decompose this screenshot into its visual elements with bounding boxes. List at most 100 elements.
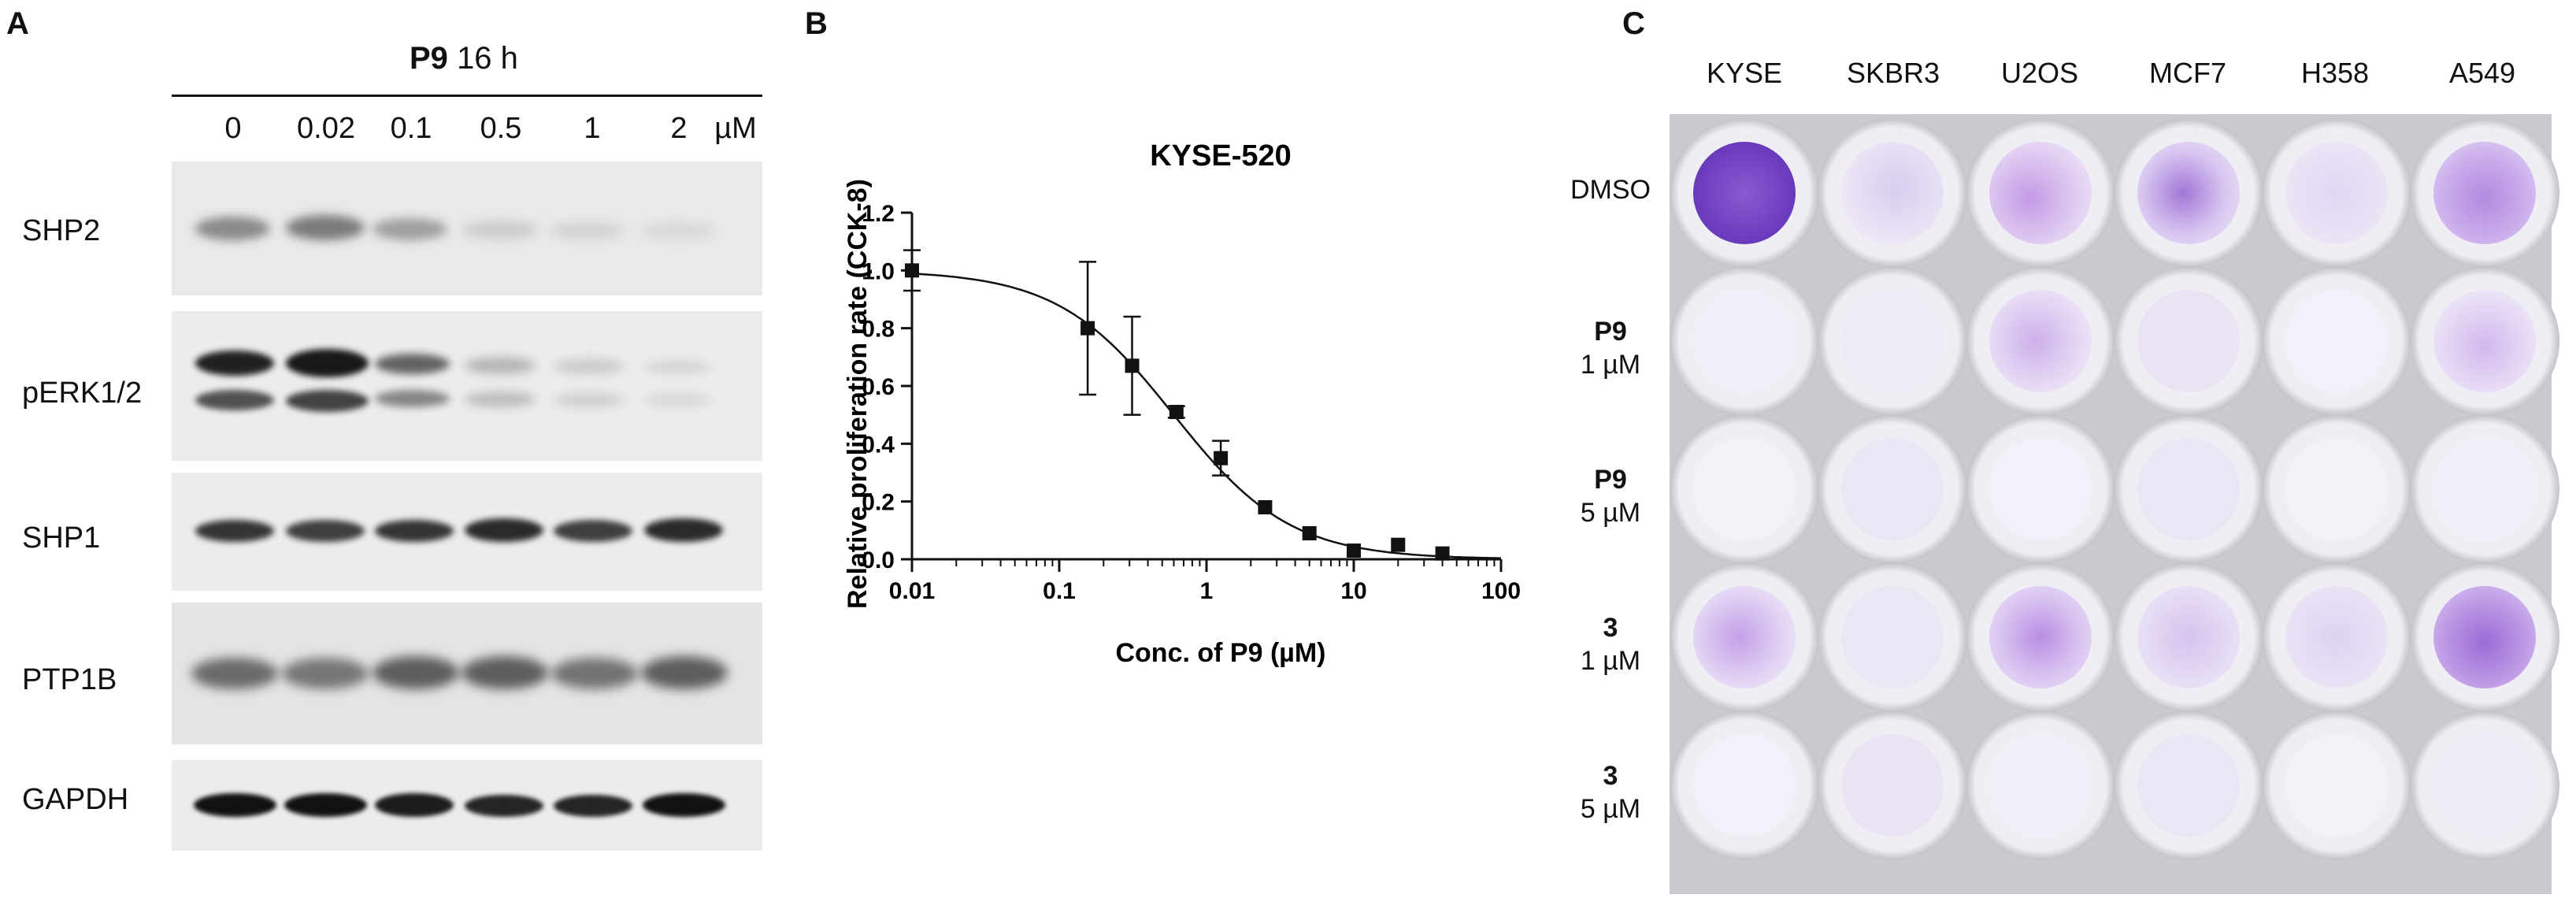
well <box>2262 414 2411 564</box>
blot-band <box>373 656 459 689</box>
data-point <box>1080 321 1095 336</box>
data-point <box>1302 526 1317 540</box>
well <box>2262 562 2411 712</box>
blot-band <box>286 349 369 377</box>
blot-gapdh <box>172 760 762 851</box>
y-tick-label: 0.6 <box>862 374 895 400</box>
colony-plate <box>1670 114 2559 894</box>
blot-band <box>554 520 632 542</box>
blot-band <box>194 793 276 817</box>
y-tick-label: 0.8 <box>862 317 895 343</box>
y-tick-label: 1.0 <box>862 258 895 284</box>
well <box>2114 562 2263 712</box>
blot-band <box>286 520 365 542</box>
blot-band <box>375 354 450 374</box>
row-label-dmso: DMSO <box>1555 173 1666 206</box>
data-point <box>1258 500 1273 514</box>
blot-ptp1b <box>172 603 762 744</box>
well <box>1670 414 1819 564</box>
blot-band <box>640 223 715 239</box>
blot-perk <box>172 311 762 461</box>
blot-band <box>286 215 365 240</box>
x-tick-label: 0.1 <box>1043 578 1076 604</box>
treatment-bracket-line <box>172 95 762 97</box>
row-dose: 1 µM <box>1580 646 1641 676</box>
well <box>1818 414 1967 564</box>
well <box>2262 711 2411 860</box>
blot-band <box>554 795 632 817</box>
blot-band <box>465 795 543 817</box>
row-dose: DMSO <box>1570 175 1651 205</box>
blot-band <box>465 391 536 407</box>
blot-band <box>375 390 450 407</box>
well <box>2262 118 2411 268</box>
blot-band <box>286 390 369 412</box>
well <box>1818 562 1967 712</box>
well <box>1818 266 1967 416</box>
well <box>1966 266 2115 416</box>
y-tick-label: 0.0 <box>862 547 895 573</box>
well <box>1966 118 2115 268</box>
well <box>2410 711 2559 860</box>
treatment-duration: 16 h <box>457 41 518 76</box>
well <box>2410 562 2559 712</box>
panel-b-letter: B <box>805 6 828 41</box>
row-label-3-1: 3 1 µM <box>1555 611 1666 677</box>
blot-band <box>282 658 369 689</box>
band-label-ptp1b: PTP1B <box>22 663 117 696</box>
band-label-gapdh: GAPDH <box>22 783 129 816</box>
well <box>2114 266 2263 416</box>
fit-curve-path <box>911 273 1502 559</box>
conc-label: 0.5 <box>480 112 522 145</box>
conc-label: 0.02 <box>297 112 355 145</box>
chart-title: KYSE-520 <box>1150 139 1292 173</box>
blot-band <box>191 658 278 689</box>
treatment-compound: P9 <box>410 41 448 76</box>
conc-label: 0.1 <box>390 112 432 145</box>
blot-band <box>644 360 711 374</box>
row-dose: 5 µM <box>1580 498 1641 528</box>
well <box>1818 118 1967 268</box>
band-label-perk: pERK1/2 <box>22 377 143 410</box>
blot-band <box>644 393 711 407</box>
cell-line-label: MCF7 <box>2149 57 2226 89</box>
band-label-shp2: SHP2 <box>22 214 101 247</box>
data-point <box>1169 405 1184 419</box>
x-tick-label: 100 <box>1481 578 1521 604</box>
row-dose: 5 µM <box>1580 794 1641 824</box>
blot-band <box>284 793 367 817</box>
well <box>1670 266 1819 416</box>
well <box>1670 562 1819 712</box>
conc-label: 1 <box>584 112 601 145</box>
well <box>1966 562 2115 712</box>
well <box>2114 118 2263 268</box>
blot-band <box>463 221 538 239</box>
data-points <box>903 249 1450 561</box>
cell-line-label: KYSE <box>1706 57 1783 89</box>
blot-band <box>373 218 447 240</box>
well <box>1966 414 2115 564</box>
row-label-3-5: 3 5 µM <box>1555 759 1666 826</box>
x-tick-label: 10 <box>1340 578 1366 604</box>
y-axis-label: Relative proliferation rate (CCK-8) <box>843 179 873 609</box>
conc-label: 2 <box>670 112 688 145</box>
y-tick-label: 0.2 <box>862 490 895 516</box>
blot-band <box>195 217 270 240</box>
y-tick-label: 0.4 <box>862 432 895 458</box>
well <box>2262 266 2411 416</box>
blot-band <box>465 518 543 542</box>
band-label-shp1: SHP1 <box>22 521 101 555</box>
x-tick-label: 1 <box>1200 578 1214 604</box>
blot-band <box>465 357 536 374</box>
treatment-header: P9 16 h <box>410 41 518 76</box>
well <box>2114 711 2263 860</box>
well <box>2410 414 2559 564</box>
data-point <box>1214 451 1229 466</box>
dose-response-chart: KYSE-520 Relative proliferation rate (CC… <box>843 139 1521 668</box>
blot-band <box>550 223 625 239</box>
blot-band <box>195 351 274 376</box>
cell-line-label: SKBR3 <box>1846 57 1940 89</box>
data-point <box>1435 546 1450 561</box>
row-compound: 3 <box>1603 761 1618 791</box>
row-dose: 1 µM <box>1580 350 1641 380</box>
